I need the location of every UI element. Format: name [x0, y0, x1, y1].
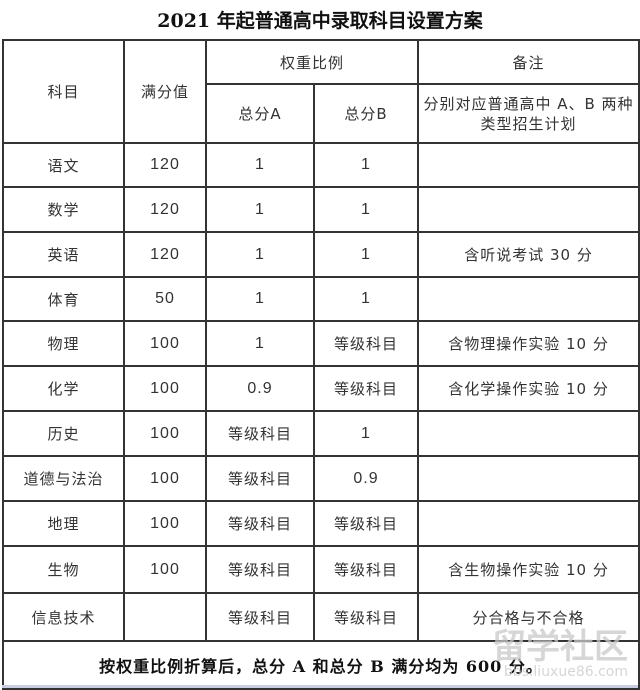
subject-cell: 道德与法治	[2, 455, 125, 502]
table-row: 地理 100 等级科目 等级科目	[2, 500, 640, 547]
bottom-shade	[2, 685, 638, 688]
total-b-weight-cell: 1	[312, 186, 420, 233]
header-full-score: 满分值	[123, 39, 207, 144]
full-score-cell: 100	[123, 545, 207, 594]
header-weight: 权重比例	[204, 39, 420, 85]
watermark-url: bbs.liuxue86.com	[503, 664, 628, 680]
table-row: 历史 100 等级科目 1	[2, 410, 640, 457]
table-row: 语文 120 1 1	[2, 142, 640, 188]
header-subject: 科目	[2, 39, 125, 144]
header-total-b: 总分B	[312, 83, 420, 144]
full-score-cell: 120	[123, 142, 207, 188]
subject-cell: 地理	[2, 500, 125, 547]
total-b-weight-cell: 1	[312, 142, 420, 188]
note-cell	[417, 142, 640, 188]
note-cell: 含生物操作实验 10 分	[417, 545, 640, 594]
total-b-weight-cell: 0.9	[312, 455, 420, 502]
note-cell	[417, 276, 640, 322]
full-score-cell: 100	[123, 455, 207, 502]
total-a-weight-cell: 1	[205, 276, 315, 322]
table-row: 生物 100 等级科目 等级科目 含生物操作实验 10 分	[2, 545, 640, 594]
note-cell: 含化学操作实验 10 分	[417, 365, 640, 412]
subject-cell: 语文	[2, 142, 125, 188]
table-row: 道德与法治 100 等级科目 0.9	[2, 455, 640, 502]
table-row: 化学 100 0.9 等级科目 含化学操作实验 10 分	[2, 365, 640, 412]
total-a-weight-cell: 等级科目	[205, 410, 315, 457]
subject-cell: 体育	[2, 276, 125, 322]
full-score-cell: 100	[123, 410, 207, 457]
note-cell	[417, 410, 640, 457]
header-total-a: 总分A	[205, 83, 315, 144]
total-b-weight-cell: 1	[312, 410, 420, 457]
total-b-weight-cell: 等级科目	[312, 545, 420, 594]
note-cell: 含听说考试 30 分	[417, 231, 640, 278]
subject-cell: 化学	[2, 365, 125, 412]
total-b-weight-cell: 等级科目	[312, 592, 420, 642]
table-row: 英语 120 1 1 含听说考试 30 分	[2, 231, 640, 278]
total-a-weight-cell: 1	[205, 320, 315, 367]
full-score-cell: 100	[123, 320, 207, 367]
total-b-weight-cell: 1	[312, 231, 420, 278]
total-b-weight-cell: 等级科目	[312, 320, 420, 367]
subject-cell: 数学	[2, 186, 125, 233]
total-a-weight-cell: 1	[205, 142, 315, 188]
full-score-cell: 120	[123, 231, 207, 278]
header-note: 备注	[417, 39, 640, 85]
subject-cell: 历史	[2, 410, 125, 457]
total-a-weight-cell: 等级科目	[205, 500, 315, 547]
total-b-weight-cell: 等级科目	[312, 500, 420, 547]
watermark: 留学社区 bbs.liuxue86.com	[492, 630, 628, 680]
full-score-cell: 100	[123, 365, 207, 412]
full-score-cell: 120	[123, 186, 207, 233]
total-a-weight-cell: 等级科目	[205, 545, 315, 594]
note-cell	[417, 455, 640, 502]
subject-table: 科目 满分值 权重比例 备注 总分A 总分B 分别对应普通高中 A、B 两种类型…	[1, 39, 640, 690]
full-score-cell: 100	[123, 500, 207, 547]
table-row: 数学 120 1 1	[2, 186, 640, 233]
full-score-cell	[123, 592, 207, 642]
note-cell	[417, 500, 640, 547]
footer-note: 按权重比例折算后，总分 A 和总分 B 满分均为 600 分。	[1, 640, 640, 690]
subject-cell: 信息技术	[2, 592, 125, 642]
note-cell	[417, 186, 640, 233]
note-cell: 分合格与不合格	[417, 592, 640, 642]
total-b-weight-cell: 等级科目	[312, 365, 420, 412]
subject-cell: 物理	[2, 320, 125, 367]
total-a-weight-cell: 0.9	[205, 365, 315, 412]
total-a-weight-cell: 1	[205, 231, 315, 278]
table-row: 信息技术 等级科目 等级科目 分合格与不合格	[2, 592, 640, 642]
total-a-weight-cell: 1	[205, 186, 315, 233]
table-row: 体育 50 1 1	[2, 276, 640, 322]
full-score-cell: 50	[123, 276, 207, 322]
subject-cell: 生物	[2, 545, 125, 594]
note-cell: 含物理操作实验 10 分	[417, 320, 640, 367]
watermark-text: 留学社区	[492, 627, 628, 667]
total-a-weight-cell: 等级科目	[205, 592, 315, 642]
header-note-sub: 分别对应普通高中 A、B 两种类型招生计划	[417, 83, 640, 144]
subject-cell: 英语	[2, 231, 125, 278]
page-title: 2021 年起普通高中录取科目设置方案	[157, 10, 483, 32]
total-b-weight-cell: 1	[312, 276, 420, 322]
table-row: 物理 100 1 等级科目 含物理操作实验 10 分	[2, 320, 640, 367]
total-a-weight-cell: 等级科目	[205, 455, 315, 502]
